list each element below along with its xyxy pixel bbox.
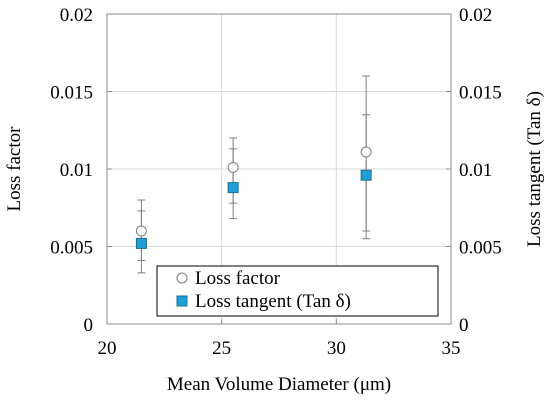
point-loss-factor — [360, 146, 372, 158]
data-points — [135, 146, 372, 249]
legend-box — [156, 265, 439, 317]
x-axis-title: Mean Volume Diameter (μm) — [167, 374, 391, 395]
y-tick-label: 0.005 — [50, 238, 93, 259]
y2-tick-label: 0.02 — [459, 5, 492, 26]
y2-tick-label: 0.015 — [459, 83, 502, 104]
y2-tick-label: 0 — [459, 315, 469, 336]
y-tick-label: 0.015 — [50, 83, 93, 104]
x-axis-ticks: 20 25 30 35 — [98, 319, 461, 359]
x-tick-label: 20 — [98, 338, 117, 359]
y-tick-label: 0.01 — [60, 160, 93, 181]
point-loss-tangent — [360, 169, 372, 181]
y2-axis-ticks: 0 0.005 0.01 0.015 0.02 — [446, 5, 502, 336]
y-axis-ticks: 0 0.005 0.01 0.015 0.02 — [50, 5, 112, 336]
point-loss-tangent — [135, 237, 147, 249]
y-tick-label: 0.02 — [60, 5, 93, 26]
y2-tick-label: 0.01 — [459, 160, 492, 181]
point-loss-tangent — [227, 182, 239, 194]
legend-label-loss-factor: Loss factor — [195, 268, 281, 289]
x-tick-label: 35 — [442, 338, 461, 359]
point-loss-factor — [227, 161, 239, 173]
y-tick-label: 0 — [84, 315, 94, 336]
y-axis-title: Loss factor — [4, 126, 25, 212]
x-tick-label: 25 — [212, 338, 231, 359]
legend-marker-loss-factor — [176, 272, 188, 284]
error-bars — [137, 75, 371, 274]
x-tick-label: 30 — [327, 338, 346, 359]
point-loss-factor — [135, 225, 147, 237]
legend-marker-loss-tangent — [176, 295, 188, 307]
y2-axis-title: Loss tangent (Tan δ) — [524, 91, 545, 247]
legend-label-loss-tangent: Loss tangent (Tan δ) — [195, 291, 351, 312]
legend: Loss factor Loss tangent (Tan δ) — [156, 265, 439, 317]
y2-tick-label: 0.005 — [459, 238, 502, 259]
